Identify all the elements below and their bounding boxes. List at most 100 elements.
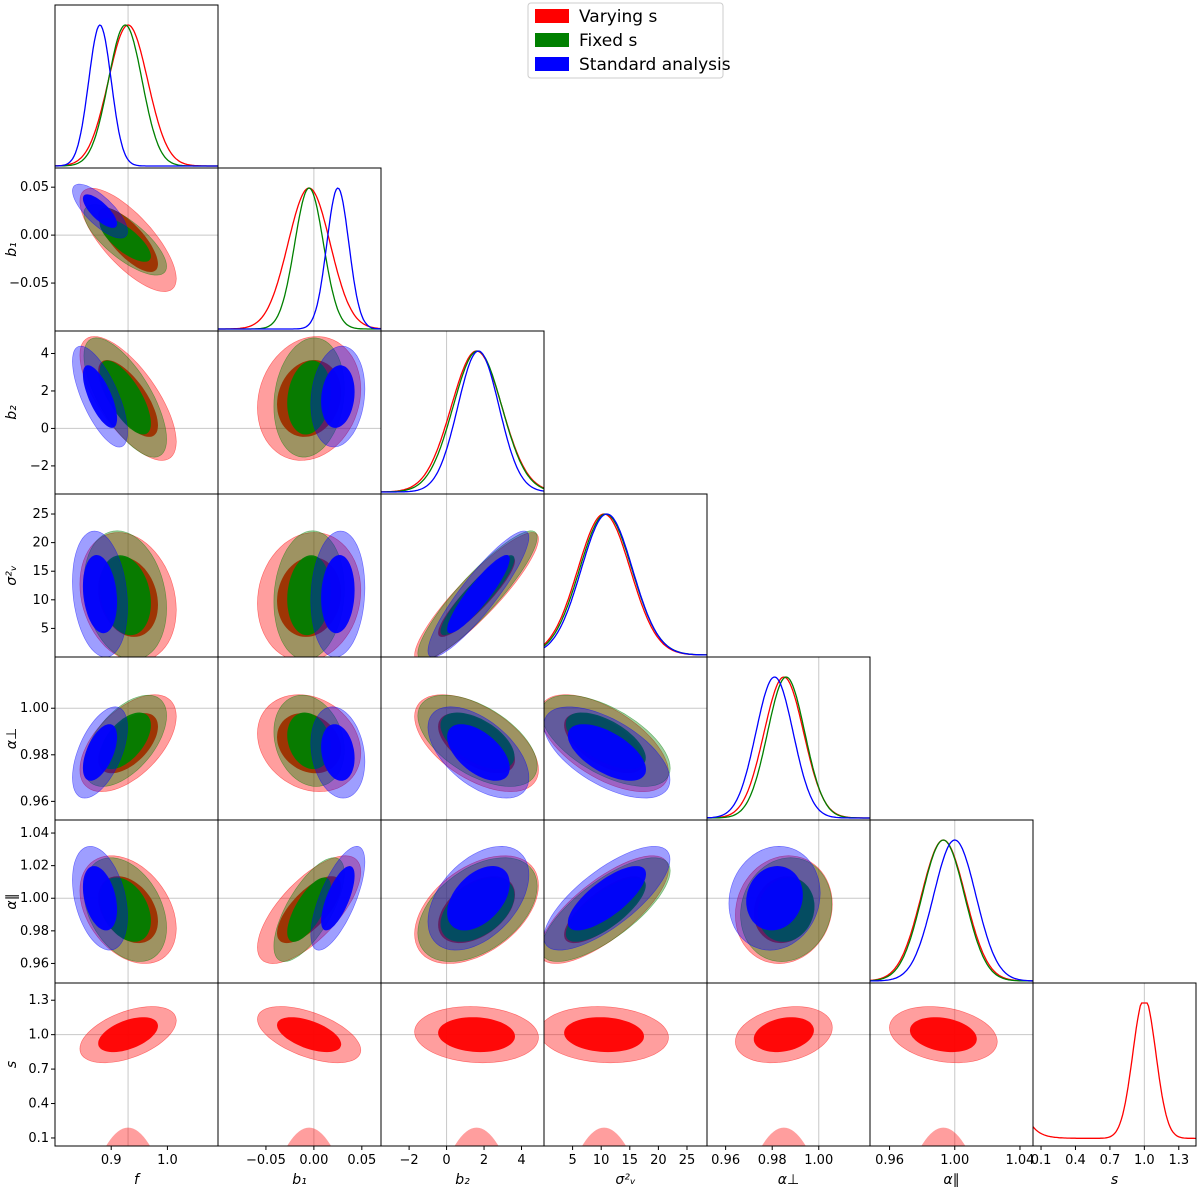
panel-frame xyxy=(543,493,708,658)
contour-tail xyxy=(921,1127,966,1146)
y-tick-label: −0.05 xyxy=(9,276,49,291)
panel-sv2-apar xyxy=(543,819,708,984)
x-tick-label: 1.00 xyxy=(940,1153,969,1168)
marginal-curve xyxy=(55,24,218,167)
contour-68 xyxy=(287,877,331,942)
contour-68 xyxy=(277,1017,342,1053)
marginal-curve xyxy=(707,676,870,819)
marginal-curve xyxy=(544,513,707,656)
panel-frame xyxy=(217,982,382,1147)
contour-68 xyxy=(82,866,118,931)
legend: Varying s Fixed s Standard analysis xyxy=(527,2,731,79)
y-tick-label: 0.96 xyxy=(20,956,49,971)
panel-apar-s: 0.96 1.00 1.04 α∥ xyxy=(869,982,1034,1188)
panel-f-apar: 0.96 0.98 1.00 1.02 1.04 α∥ xyxy=(4,819,219,984)
legend-label-standard: Standard analysis xyxy=(579,55,731,75)
y-tick-label: 1.02 xyxy=(20,859,49,874)
marginal-curve xyxy=(218,187,381,330)
marginal-curve xyxy=(870,839,1033,982)
contour-68 xyxy=(99,218,151,262)
panel-frame xyxy=(543,982,708,1147)
panel-b2-1d xyxy=(380,330,545,495)
x-tick-label: 25 xyxy=(679,1153,696,1168)
contour-68 xyxy=(909,1017,977,1053)
contour-68 xyxy=(287,712,331,770)
y-axis-label: σ²ᵥ xyxy=(4,565,20,585)
marginal-curve xyxy=(218,187,381,330)
contour-68 xyxy=(567,724,646,781)
contour-tail xyxy=(761,1127,806,1146)
x-tick-label: 4 xyxy=(517,1153,525,1168)
contour-68 xyxy=(753,1017,814,1053)
contour-68 xyxy=(321,555,355,634)
contour-68 xyxy=(287,360,331,435)
x-tick-label: 0 xyxy=(442,1153,450,1168)
y-tick-label: 0.1 xyxy=(28,1131,49,1146)
x-tick-label: 1.0 xyxy=(157,1153,178,1168)
marginal-curve xyxy=(707,676,870,819)
panel-f-1d xyxy=(54,4,219,169)
x-axis-label: σ²ᵥ xyxy=(615,1172,635,1188)
y-tick-label: 1.00 xyxy=(20,701,49,716)
y-tick-label: 1.0 xyxy=(28,1028,49,1043)
y-tick-label: 2 xyxy=(41,384,49,399)
contour-68 xyxy=(447,555,510,634)
y-tick-label: 1.3 xyxy=(28,993,49,1008)
y-axis-label: s xyxy=(4,1061,20,1068)
panel-frame xyxy=(869,982,1034,1147)
y-tick-label: 0 xyxy=(41,421,49,436)
marginal-curve xyxy=(218,187,381,330)
x-axis-label: α∥ xyxy=(943,1172,959,1188)
y-tick-label: 10 xyxy=(32,593,49,608)
x-tick-label: 20 xyxy=(650,1153,667,1168)
y-tick-label: 0.4 xyxy=(28,1097,49,1112)
contour-68 xyxy=(82,724,118,781)
legend-label-fixed-s: Fixed s xyxy=(579,31,637,51)
x-tick-label: 5 xyxy=(568,1153,576,1168)
y-tick-label: 5 xyxy=(41,621,49,636)
x-tick-label: 1.04 xyxy=(1005,1153,1034,1168)
panel-frame xyxy=(54,4,219,169)
y-tick-label: 0.96 xyxy=(20,794,49,809)
panel-s-1d: 0.1 0.4 0.7 1.0 1.3 s xyxy=(1031,982,1197,1188)
marginal-curve xyxy=(544,513,707,656)
contour-68 xyxy=(564,1017,644,1053)
contour-tail xyxy=(287,1127,332,1146)
panel-frame xyxy=(54,982,219,1147)
y-tick-label: 4 xyxy=(41,346,49,361)
contour-68 xyxy=(321,866,355,931)
x-tick-label: 0.05 xyxy=(347,1153,376,1168)
x-tick-label: 0.00 xyxy=(299,1153,328,1168)
x-tick-label: 0.98 xyxy=(758,1153,787,1168)
legend-swatch-varying-s xyxy=(535,9,569,23)
panel-frame xyxy=(1032,982,1197,1147)
panel-frame xyxy=(380,330,545,495)
panel-b1-aperp xyxy=(217,656,382,821)
x-axis-label: f xyxy=(134,1172,141,1188)
x-tick-label: 0.4 xyxy=(1065,1153,1086,1168)
panel-b2-s: −2 0 2 4 b₂ xyxy=(380,982,545,1188)
y-axis-label: α∥ xyxy=(4,893,20,909)
panel-b2-sv2 xyxy=(380,493,545,658)
panel-b2-apar xyxy=(380,819,545,984)
contour-tail xyxy=(106,1127,151,1146)
contour-68 xyxy=(321,724,355,781)
legend-label-varying-s: Varying s xyxy=(579,7,657,27)
contour-68 xyxy=(567,866,646,931)
marginal-curve xyxy=(55,24,218,167)
x-tick-label: 10 xyxy=(593,1153,610,1168)
marginal-curve xyxy=(55,24,218,167)
panel-f-aperp: 0.96 0.98 1.00α⊥ xyxy=(4,656,219,821)
marginal-curve xyxy=(381,350,544,493)
y-tick-label: 0.98 xyxy=(20,748,49,763)
x-tick-label: 0.96 xyxy=(711,1153,740,1168)
legend-frame xyxy=(527,2,724,79)
panel-aperp-s: 0.96 0.98 1.00 α⊥ xyxy=(706,982,871,1188)
contour-68 xyxy=(99,360,151,435)
legend-swatch-fixed-s xyxy=(535,33,569,47)
contour-68 xyxy=(82,555,118,634)
contour-68 xyxy=(82,365,118,428)
contour-68 xyxy=(746,866,803,931)
x-tick-label: 1.0 xyxy=(1134,1153,1155,1168)
y-tick-label: 0.98 xyxy=(20,924,49,939)
